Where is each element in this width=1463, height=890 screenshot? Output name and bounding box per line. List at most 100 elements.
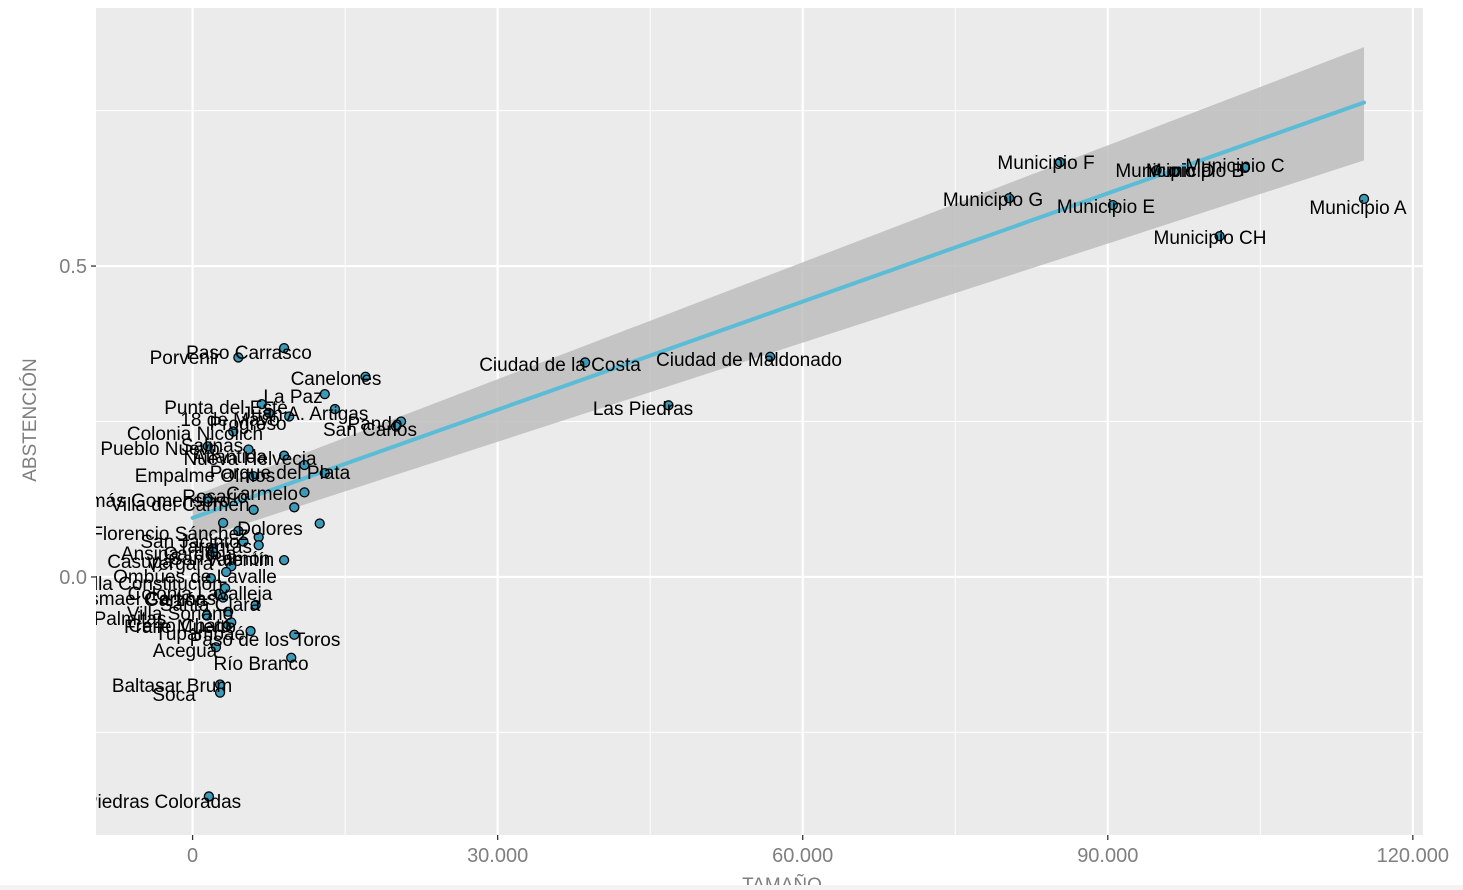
data-point [210,642,222,653]
point-label: Cerro Chato [128,616,232,637]
data-point [250,599,261,611]
point-label: Garzón [144,590,206,611]
point-label: Municipio G [943,190,1043,211]
point-label: Villa del Carmen [110,495,249,516]
data-point [1358,193,1370,205]
point-label: Pando [348,414,403,435]
point-label: Baltasar Brum [112,676,232,697]
x-tick-label: 120.000 [1377,845,1449,867]
data-point [248,471,259,482]
data-point [299,487,310,498]
point-label: 18 de Mayo [180,410,279,431]
point-label: Ansina [121,544,180,565]
data-point [289,629,300,640]
point-label: Santa Clara [160,595,261,616]
data-point [390,421,402,432]
data-point [243,444,254,455]
y-axis-title: ABSTENCIÓN [19,358,41,482]
data-point [579,357,591,368]
x-tick-label: 0 [187,845,198,867]
point-label: Paso de los Toros [190,630,341,651]
point-label: Aceguá [153,641,218,662]
points-layer [201,157,1370,802]
point-label: Municipio B [1146,161,1244,182]
data-point [217,517,229,529]
data-point [228,426,239,437]
data-point [278,342,290,354]
point-label: Municipio E [1057,197,1155,218]
point-label: Villa Soriano [127,604,233,625]
point-label: Municipio D [1115,161,1214,182]
data-point [207,546,219,558]
y-axis-ticks: 0.0 0.5 [59,256,96,589]
data-point [233,525,244,537]
data-point [202,493,214,504]
data-point [319,388,330,400]
data-point [1054,157,1066,168]
data-point [1003,193,1015,204]
point-label: Villa Constitución [77,574,222,595]
point-label: Ismael Cortinas [84,589,216,610]
point-label: San Carlos [323,420,417,441]
point-label: La Paz [263,387,322,408]
point-label: Municipio C [1185,156,1284,177]
data-point [314,518,325,529]
data-point [299,459,310,471]
data-point [1107,199,1119,211]
point-label: Tarariras [178,537,252,558]
data-point [245,625,256,637]
data-point [217,592,229,603]
point-label: Empalme Olmos [135,466,275,487]
point-label: Casupá [107,552,173,573]
point-label: Paso Carrasco [186,343,312,364]
data-point [238,536,249,547]
data-point [263,407,275,418]
x-tick-label: 90.000 [1077,845,1138,867]
x-tick-label: 60.000 [772,845,833,867]
point-label: Cardona [164,544,237,565]
data-point [1214,231,1225,242]
data-point [214,687,226,698]
confidence-band [192,47,1365,541]
point-label: Tupambaé [155,624,245,645]
data-point [329,403,341,415]
point-label: Fraile Muerto [124,617,236,638]
point-label: Vergara [147,554,214,575]
point-label: San Jacinto [140,532,239,553]
point-label: Ciudad de la Costa [479,355,641,376]
point-label: Juan A. Artigas [242,404,369,425]
data-point [202,441,214,452]
data-point [278,555,290,566]
data-point [284,411,295,422]
point-label: Ombúes de Lavalle [113,567,277,588]
point-label: Dolores [237,519,302,540]
point-label: Punta del Este [164,398,288,419]
data-point [201,610,212,621]
data-point [221,566,232,578]
point-label: Colonia Lavalleja [128,584,273,605]
data-point [226,617,237,628]
data-point [253,540,264,551]
x-axis-ticks: 0 30.000 60.000 90.000 120.000 [187,835,1449,867]
point-label: Palmitas [94,609,167,630]
data-point [286,652,297,663]
point-label: Ciudad de Maldonado [656,350,842,371]
data-point [765,351,776,362]
point-label: Carmelo [226,484,298,505]
point-label: Progreso [209,414,286,435]
y-tick-label: 0.5 [59,256,87,278]
point-label: Piedras Coloradas [85,792,241,813]
x-tick-label: 30.000 [467,845,528,867]
point-label: Municipio A [1309,198,1406,219]
bottom-strip [0,885,1463,890]
data-point [203,791,215,802]
data-point [256,398,267,410]
data-point [289,502,300,513]
point-label: Parque del Plata [210,463,351,484]
data-point [1168,166,1180,177]
point-label: San Ramón [170,549,270,570]
data-point [1239,162,1251,173]
point-label: Municipio F [997,153,1094,174]
point-label: Tomás Gomensoro [70,491,231,512]
point-label: Porvenir [150,348,221,369]
